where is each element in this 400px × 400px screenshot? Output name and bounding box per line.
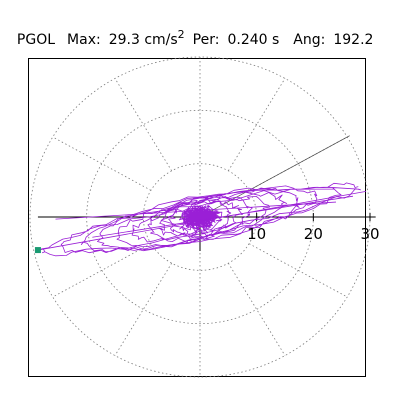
period-value: 0.240 s xyxy=(227,32,280,48)
trace-excursion-0 xyxy=(37,191,367,251)
start-marker xyxy=(34,247,41,254)
period-label: Per: xyxy=(192,32,220,48)
max-value: 29.3 cm/s xyxy=(108,32,178,48)
x-tick-label-10: 10 xyxy=(247,225,266,243)
trace-path xyxy=(41,182,361,257)
x-tick-label-30: 30 xyxy=(360,225,379,243)
trace-excursion-2 xyxy=(92,195,354,238)
reference-direction-line xyxy=(199,135,350,218)
grid-spoke-330 xyxy=(248,243,348,298)
start-marker-group xyxy=(34,247,41,254)
grid-spoke-150 xyxy=(52,136,152,191)
grid-spoke-300 xyxy=(227,262,286,356)
grid-spoke-240 xyxy=(114,262,173,356)
angle-value: 192.2 xyxy=(333,32,374,48)
grid-spoke-120 xyxy=(114,78,173,172)
axes xyxy=(37,135,376,251)
station-code: PGOL xyxy=(16,32,56,48)
particle-motion-trace xyxy=(37,182,367,257)
x-tick-labels: 10 20 30 xyxy=(247,225,379,243)
max-label: Max: xyxy=(67,32,101,48)
header-readout: PGOL Max: 29.3 cm/s2 Per: 0.240 s Ang: 192.2 xyxy=(8,19,374,48)
angle-label: Ang: xyxy=(293,32,326,48)
grid-spoke-210 xyxy=(52,243,152,298)
x-tick-label-20: 20 xyxy=(304,225,323,243)
max-unit-exponent: 2 xyxy=(177,28,185,41)
trace-excursion-1 xyxy=(55,201,337,220)
